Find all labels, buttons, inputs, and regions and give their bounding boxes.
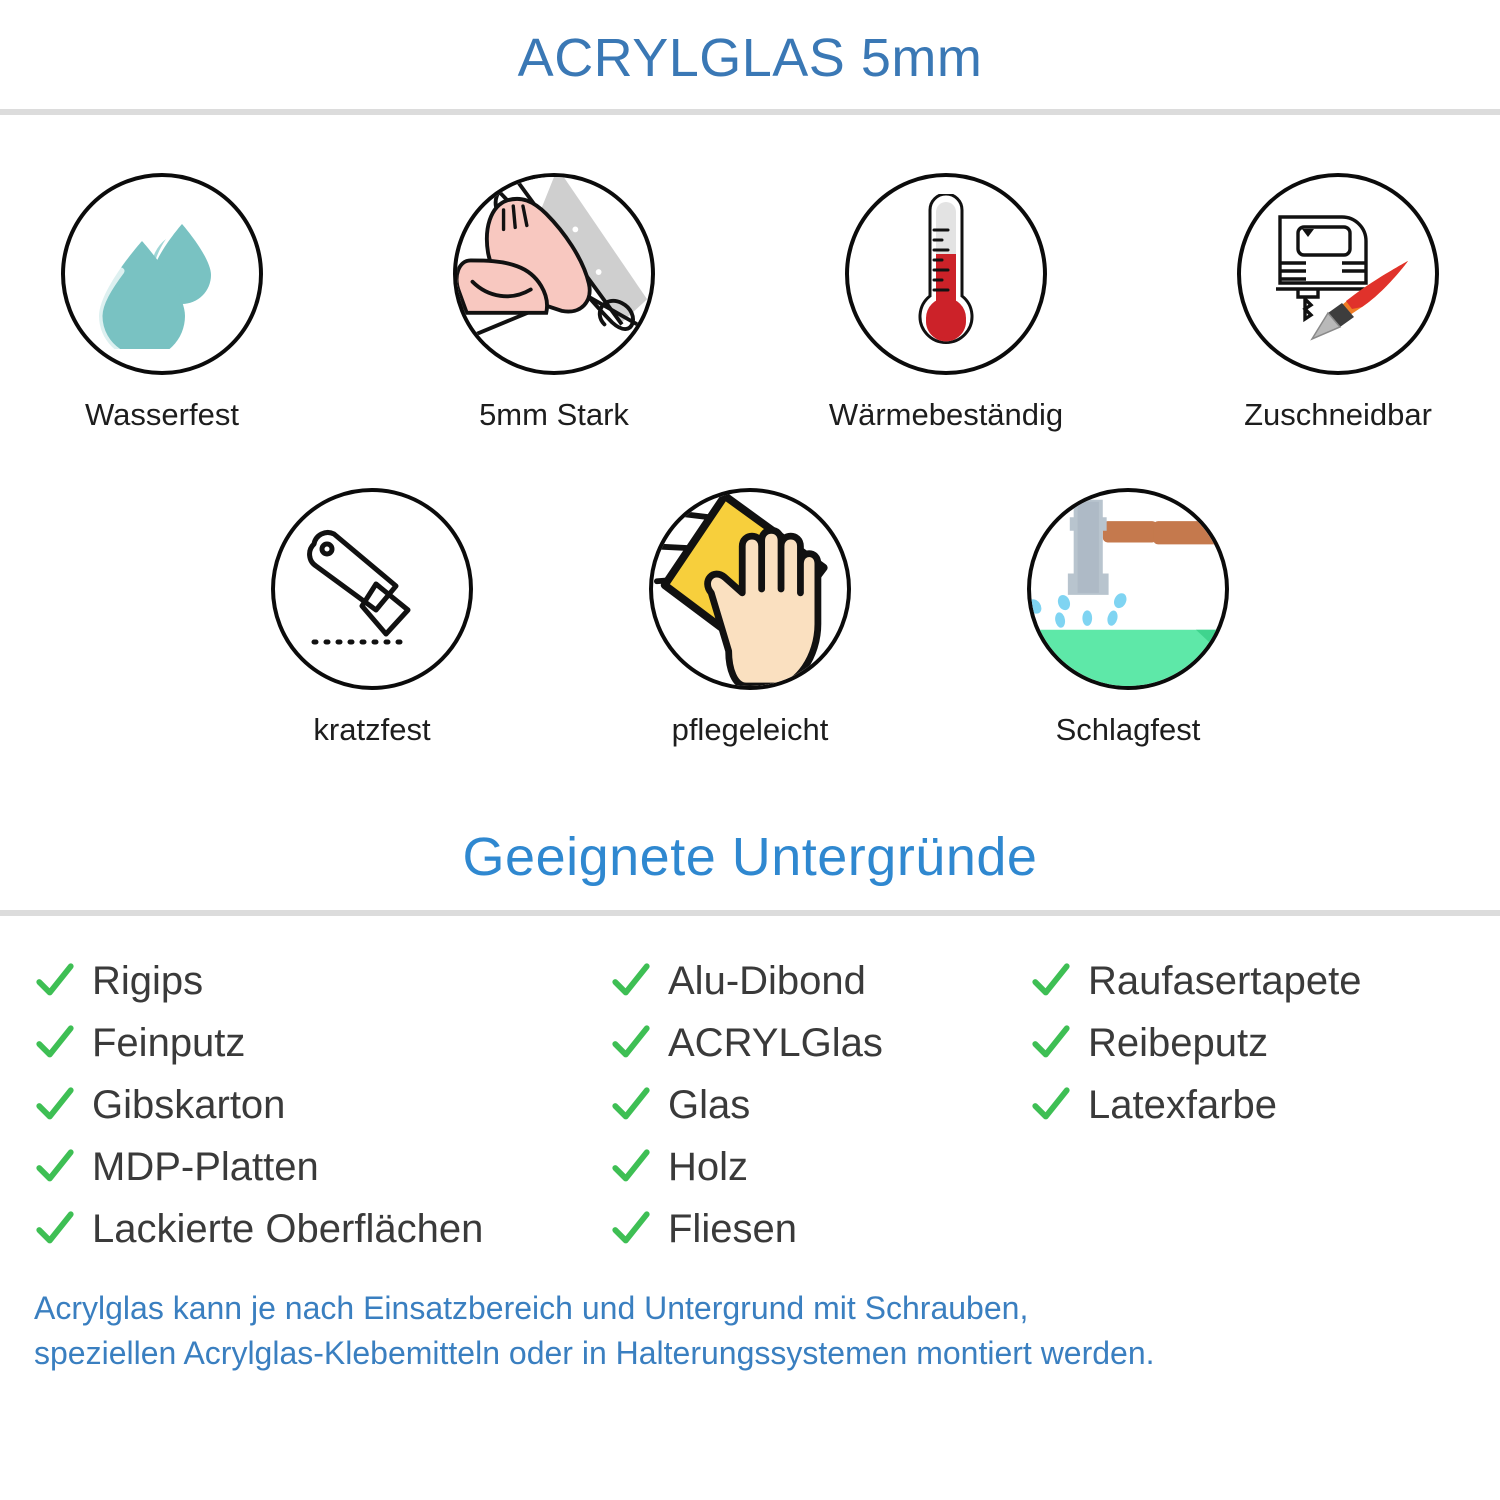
list-item: Holz xyxy=(610,1136,1030,1198)
green-check-icon xyxy=(1032,1087,1070,1120)
list-item: Lackierte Oberflächen xyxy=(34,1198,610,1260)
feature-waermebestaendig[interactable]: Wärmebeständig xyxy=(829,172,1063,433)
list-item: Raufasertapete xyxy=(1030,950,1466,1012)
footer-line-1: Acrylglas kann je nach Einsatzbereich un… xyxy=(34,1289,1029,1326)
list-item-label: Holz xyxy=(668,1144,749,1189)
list-item: Gibskarton xyxy=(34,1074,610,1136)
list-item: ACRYLGlas xyxy=(610,1012,1030,1074)
section-header: Geeignete Untergründe xyxy=(0,826,1500,888)
flexing-arm-icon xyxy=(457,176,651,371)
list-item-label: Reibeputz xyxy=(1088,1020,1269,1065)
feature-label: Wasserfest xyxy=(85,396,239,432)
list-item: Reibeputz xyxy=(1030,1012,1466,1074)
feature-zuschneidbar[interactable]: Zuschneidbar xyxy=(1233,172,1443,433)
feature-icon-circle xyxy=(649,487,851,690)
feature-row-1: Wasserfest 5mm xyxy=(0,172,1500,433)
divider-middle xyxy=(0,909,1500,916)
green-check-icon xyxy=(612,1211,650,1244)
list-item: MDP-Platten xyxy=(34,1136,610,1198)
feature-label: pflegeleicht xyxy=(671,711,829,747)
list-item-label: Lackierte Oberflächen xyxy=(92,1206,484,1251)
feature-icon-circle xyxy=(845,172,1047,375)
hammer-impact-icon xyxy=(1031,499,1225,686)
feature-label: Schlagfest xyxy=(1055,711,1201,747)
list-item-label: Fliesen xyxy=(668,1206,797,1251)
feature-label: kratzfest xyxy=(313,711,431,747)
green-check-icon xyxy=(612,963,650,996)
checklist-column-2: Alu-Dibond ACRYLGlas Glas Holz Fliesen xyxy=(610,950,1030,1260)
page-title: ACRYLGLAS 5mm xyxy=(517,28,983,88)
list-item-label: Latexfarbe xyxy=(1088,1082,1278,1127)
feature-wasserfest[interactable]: Wasserfest xyxy=(57,172,267,433)
feature-schlagfest[interactable]: Schlagfest xyxy=(1023,487,1233,748)
list-item-label: Feinputz xyxy=(92,1020,246,1065)
list-item: Glas xyxy=(610,1074,1030,1136)
green-check-icon xyxy=(612,1087,650,1120)
footer-line-2: speziellen Acrylglas-Klebemitteln oder i… xyxy=(34,1335,1155,1372)
green-check-icon xyxy=(612,1025,650,1058)
list-item: Feinputz xyxy=(34,1012,610,1074)
green-check-icon xyxy=(36,963,74,996)
list-item-label: ACRYLGlas xyxy=(668,1020,883,1065)
section-title: Geeignete Untergründe xyxy=(462,826,1038,887)
feature-row-2: kratzfest pflegeleicht xyxy=(0,487,1500,748)
list-item: Latexfarbe xyxy=(1030,1074,1466,1136)
utility-knife-icon xyxy=(307,529,411,645)
green-check-icon xyxy=(612,1149,650,1182)
feature-icon-circle xyxy=(1237,172,1439,375)
substrate-checklist: Rigips Feinputz Gibskarton MDP-Platten L… xyxy=(0,916,1500,1260)
feature-kratzfest[interactable]: kratzfest xyxy=(267,487,477,748)
jigsaw-cutter-icon xyxy=(1276,214,1408,341)
feature-icon-circle xyxy=(61,172,263,375)
list-item: Fliesen xyxy=(610,1198,1030,1260)
feature-label: Zuschneidbar xyxy=(1244,396,1432,432)
green-check-icon xyxy=(36,1025,74,1058)
feature-5mm-stark[interactable]: 5mm Stark xyxy=(449,172,659,433)
divider-top xyxy=(0,108,1500,115)
feature-label: 5mm Stark xyxy=(479,396,629,432)
feature-icon-circle xyxy=(271,487,473,690)
hand-cloth-icon xyxy=(653,491,828,686)
list-item: Alu-Dibond xyxy=(610,950,1030,1012)
feature-pflegeleicht[interactable]: pflegeleicht xyxy=(645,487,855,748)
green-check-icon xyxy=(1032,1025,1070,1058)
feature-icon-circle xyxy=(1027,487,1229,690)
list-item-label: Glas xyxy=(668,1082,751,1127)
list-item-label: MDP-Platten xyxy=(92,1144,319,1189)
feature-label: Wärmebeständig xyxy=(828,396,1064,432)
thermometer-icon xyxy=(918,193,974,344)
green-check-icon xyxy=(36,1087,74,1120)
footer-note: Acrylglas kann je nach Einsatzbereich un… xyxy=(0,1260,1500,1377)
list-item-label: Raufasertapete xyxy=(1088,958,1362,1003)
green-check-icon xyxy=(36,1211,74,1244)
feature-grid: Wasserfest 5mm xyxy=(0,115,1500,748)
checklist-column-3: Raufasertapete Reibeputz Latexfarbe xyxy=(1030,950,1466,1260)
list-item-label: Gibskarton xyxy=(92,1082,286,1127)
green-check-icon xyxy=(1032,963,1070,996)
list-item-label: Rigips xyxy=(92,958,204,1003)
feature-icon-circle xyxy=(453,172,655,375)
list-item: Rigips xyxy=(34,950,610,1012)
green-check-icon xyxy=(36,1149,74,1182)
water-drops-icon xyxy=(95,223,211,349)
list-item-label: Alu-Dibond xyxy=(668,958,866,1003)
checklist-column-1: Rigips Feinputz Gibskarton MDP-Platten L… xyxy=(0,950,610,1260)
header: ACRYLGLAS 5mm xyxy=(0,0,1500,87)
